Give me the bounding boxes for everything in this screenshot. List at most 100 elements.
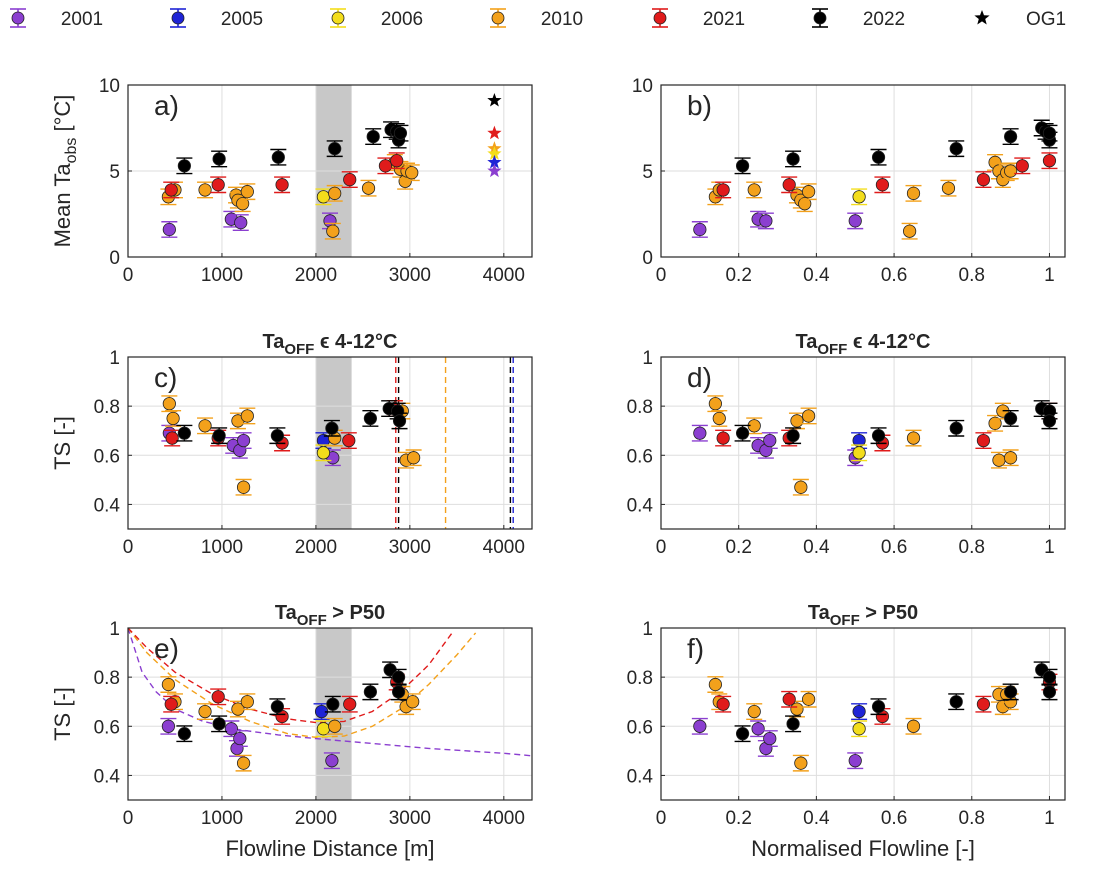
data-marker	[852, 190, 866, 204]
data-marker	[240, 185, 254, 199]
series-2001	[691, 210, 864, 238]
data-marker	[848, 754, 862, 768]
data-point	[975, 432, 992, 449]
fit-curve	[128, 628, 532, 757]
data-point	[326, 140, 343, 158]
data-point	[274, 708, 291, 725]
data-marker	[234, 216, 248, 230]
legend-star-marker	[974, 10, 990, 25]
legend-item-2010: 2010	[490, 8, 583, 30]
data-point	[734, 424, 751, 442]
data-marker	[361, 181, 376, 195]
data-marker	[316, 446, 331, 460]
data-marker	[325, 754, 339, 768]
legend-label: OG1	[1026, 9, 1066, 30]
series-2001	[161, 210, 338, 238]
data-marker	[236, 197, 250, 211]
data-point	[1002, 449, 1019, 467]
data-point	[948, 419, 965, 437]
data-marker	[164, 183, 178, 197]
legend-circle-marker	[653, 11, 667, 25]
data-point	[269, 698, 286, 716]
data-point	[847, 752, 864, 770]
data-point	[870, 148, 887, 166]
x-tick-label: 0.6	[881, 265, 907, 286]
data-marker	[240, 695, 254, 709]
data-marker	[1004, 685, 1018, 699]
legend-label: 2021	[703, 9, 745, 30]
data-marker	[342, 433, 356, 448]
data-marker	[316, 722, 331, 736]
data-marker	[794, 480, 808, 494]
x-tick-label: 2000	[295, 265, 337, 286]
data-point	[792, 478, 809, 496]
data-marker	[747, 704, 761, 719]
data-marker	[162, 222, 176, 237]
data-point	[269, 427, 286, 445]
data-point	[163, 181, 180, 199]
series-2022	[734, 400, 1058, 445]
y-tick-label: 1	[642, 348, 653, 369]
y-tick-label: 0.6	[94, 717, 120, 738]
y-axis-label: TS [-]	[50, 416, 75, 470]
data-marker	[747, 183, 761, 197]
panel-c: 0 1000 2000 3000 4000 0.4 0.6 0.8 1 c) TaOFF ϵ 4-1…	[50, 331, 533, 558]
x-tick-label: 0.8	[959, 808, 985, 829]
data-marker	[798, 197, 812, 211]
y-tick-label: 0.4	[627, 495, 654, 516]
data-marker	[366, 130, 380, 144]
data-marker	[763, 731, 777, 746]
data-point	[392, 124, 409, 142]
data-point	[365, 128, 382, 146]
data-marker	[271, 150, 285, 164]
data-point	[326, 184, 343, 202]
data-point	[388, 152, 405, 170]
data-point	[800, 407, 817, 425]
data-point	[341, 171, 358, 189]
y-tick-label: 10	[99, 76, 120, 97]
legend-label: 2022	[863, 9, 905, 30]
data-marker	[211, 178, 225, 192]
data-point	[197, 703, 214, 720]
legend-label: 2010	[541, 9, 583, 30]
y-tick-label: 0.6	[94, 446, 120, 467]
panel-label: e)	[154, 633, 179, 664]
legend-label: 2005	[221, 9, 263, 30]
y-tick-label: 0.4	[94, 766, 121, 787]
data-marker	[1042, 154, 1057, 168]
data-point	[235, 432, 252, 449]
data-point	[404, 693, 421, 711]
data-point	[905, 184, 922, 202]
data-point	[1002, 683, 1019, 701]
x-tick-label: 0.6	[881, 808, 907, 829]
y-tick-label: 0.6	[627, 717, 653, 738]
data-point	[235, 478, 252, 496]
x-tick-label: 3000	[389, 808, 431, 829]
data-marker	[852, 704, 866, 719]
data-point	[788, 412, 805, 430]
x-tick-label: 2000	[295, 808, 337, 829]
data-point	[851, 444, 868, 462]
x-axis-label: Normalised Flowline [-]	[751, 836, 975, 861]
y-tick-label: 1	[642, 619, 653, 640]
data-point	[734, 157, 751, 175]
data-marker	[949, 695, 963, 709]
data-marker	[328, 186, 342, 200]
data-marker	[871, 429, 886, 443]
data-marker	[735, 727, 750, 741]
legend-circle-marker	[331, 11, 345, 25]
panel-label: a)	[154, 90, 179, 121]
data-point	[715, 429, 732, 447]
data-point	[403, 164, 420, 182]
data-point	[757, 212, 774, 230]
data-marker	[270, 429, 284, 443]
data-marker	[693, 222, 707, 237]
data-marker	[903, 224, 917, 238]
x-tick-label: 3000	[389, 537, 431, 558]
data-point	[164, 429, 181, 447]
data-marker	[343, 173, 357, 187]
x-tick-label: 0	[123, 537, 134, 558]
data-marker	[198, 183, 212, 197]
y-tick-label: 0.4	[94, 495, 121, 516]
